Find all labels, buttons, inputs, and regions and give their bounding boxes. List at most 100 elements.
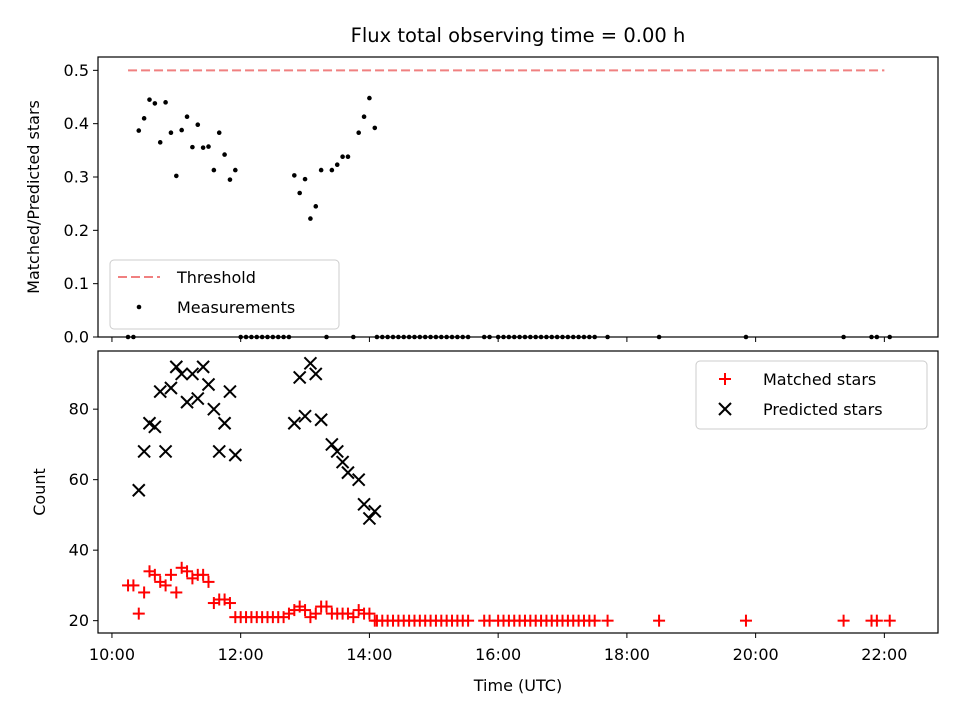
bottom-xtick-label: 22:00: [861, 645, 907, 664]
measurement-point: [313, 204, 319, 209]
measurement-point: [168, 130, 174, 136]
bottom-ytick-label: 20: [69, 611, 89, 630]
measurement-point: [367, 95, 372, 101]
measurement-point: [222, 152, 227, 157]
matched-legend-swatch: [719, 373, 731, 385]
top-ytick-label: 0.0: [64, 328, 89, 347]
predicted-legend-swatch: [718, 402, 732, 416]
matched-star-point: [138, 586, 151, 599]
measurement-point: [157, 140, 163, 145]
bottom-ytick-label: 40: [69, 541, 89, 560]
matched-star-point: [309, 607, 322, 620]
predicted-star-point: [196, 360, 210, 374]
matched-star-point: [601, 614, 614, 627]
predicted-star-point: [201, 377, 216, 392]
matched-star-point: [181, 565, 194, 578]
measurement-point: [361, 114, 367, 120]
matched-star-point: [170, 586, 183, 599]
matched-star-point: [739, 614, 752, 627]
top-axes-frame: [97, 56, 939, 338]
predicted-star-point: [292, 370, 307, 385]
bottom-xtick-label: 16:00: [475, 645, 521, 664]
measurement-point: [329, 167, 335, 173]
bottom-panel: 10:00 12:00 14:00 16:00 18:00 20:00 22:00 20 40 6…: [30, 350, 939, 695]
matched-star-point: [299, 604, 312, 617]
measurement-point: [216, 130, 222, 136]
predicted-star-point: [287, 416, 302, 430]
matched-star-point: [363, 607, 376, 620]
bottom-plot-area: [122, 356, 896, 627]
top-panel: 0.0 0.1 0.2 0.3 0.4 0.5 Matched/Predicted sta…: [24, 56, 939, 347]
measurement-point: [141, 116, 147, 121]
matched-star-point: [462, 614, 475, 627]
predicted-star-point: [148, 420, 162, 434]
top-ytick-label: 0.2: [64, 221, 89, 240]
matched-star-point: [837, 614, 850, 627]
top-ytick-label: 0.1: [64, 274, 89, 293]
measurement-point: [136, 128, 142, 133]
measurements-legend-swatch: [136, 304, 142, 310]
matched-star-point: [320, 600, 333, 613]
predicted-star-point: [153, 384, 167, 399]
predicted-star-point: [298, 409, 312, 423]
measurement-point: [163, 100, 168, 105]
matched-star-point: [347, 611, 360, 624]
predicted-star-point: [362, 511, 377, 526]
predicted-star-point: [174, 367, 189, 381]
bottom-axes-frame: [97, 350, 939, 634]
measurement-point: [372, 125, 378, 131]
matched-star-point: [132, 607, 145, 620]
predicted-star-point: [228, 448, 243, 462]
measurement-point: [200, 145, 206, 150]
measurement-point: [356, 130, 361, 136]
measurement-point: [184, 114, 190, 120]
bottom-legend-box: [695, 360, 928, 430]
matched-star-point: [653, 614, 666, 627]
bottom-xtick-label: 20:00: [733, 645, 779, 664]
predicted-star-point: [330, 444, 344, 459]
top-ytick-label: 0.5: [64, 61, 89, 80]
top-axis-ticks: 0.0 0.1 0.2 0.3 0.4 0.5: [64, 61, 885, 347]
predicted-star-point: [341, 465, 355, 480]
top-ytick-label: 0.4: [64, 114, 89, 133]
predicted-star-point: [137, 444, 151, 459]
predicted-star-point: [164, 381, 178, 395]
measurement-point: [345, 154, 351, 160]
predicted-star-point: [207, 402, 221, 416]
predicted-star-point: [325, 437, 339, 452]
measurement-point: [179, 127, 184, 133]
predicted-star-point: [212, 444, 226, 459]
measurement-point: [227, 177, 233, 182]
top-legend-box: [109, 259, 340, 330]
bottom-xtick-label: 18:00: [604, 645, 650, 664]
matched-star-point: [223, 597, 236, 610]
matched-star-point: [202, 575, 215, 588]
bottom-ytick-label: 80: [69, 400, 89, 419]
threshold-legend-label: Threshold: [176, 268, 256, 287]
top-ylabel: Matched/Predicted stars: [24, 100, 43, 294]
predicted-star-point: [158, 444, 173, 459]
bottom-xtick-label: 10:00: [89, 645, 135, 664]
predicted-star-point: [314, 413, 328, 427]
figure-title: Flux total observing time = 0.00 h: [351, 24, 686, 47]
measurements-legend-label: Measurements: [177, 298, 295, 317]
predicted-star-point: [169, 360, 184, 374]
matched-star-point: [127, 579, 140, 592]
matched-star-point: [883, 614, 896, 627]
measurement-point: [195, 122, 201, 128]
predicted-star-point: [223, 384, 237, 399]
matched-star-point: [870, 614, 883, 627]
bottom-legend: Matched stars Predicted stars: [695, 360, 928, 430]
matched-star-point: [148, 568, 161, 581]
predicted-star-point: [351, 472, 366, 487]
measurement-point: [292, 173, 297, 178]
measurement-point: [308, 216, 313, 221]
measurement-point: [302, 176, 308, 182]
predicted-star-point: [180, 395, 194, 409]
matched-star-point: [164, 568, 177, 581]
top-ytick-label: 0.3: [64, 168, 89, 187]
measurement-point: [340, 154, 345, 160]
measurement-point: [233, 167, 238, 173]
